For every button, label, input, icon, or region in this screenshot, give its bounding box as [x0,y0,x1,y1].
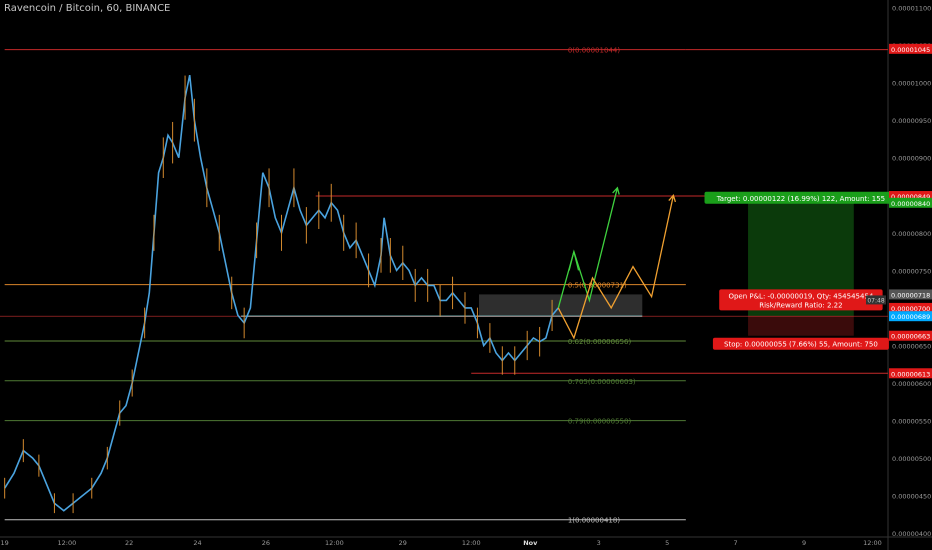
x-tick-label: 24 [193,539,201,547]
x-tick-label: 12:00 [462,539,481,547]
x-tick-label: 7 [734,539,738,547]
price-axis-badge [889,191,932,202]
stop-label-bg [712,337,889,350]
x-tick-label: 26 [262,539,270,547]
x-tick-label: 22 [125,539,133,547]
x-tick-label: 3 [597,539,601,547]
y-tick-label: 0.00001000 [892,80,931,88]
x-tick-label: 19 [1,539,9,547]
x-tick-label: 29 [399,539,407,547]
stop-label: Stop: 0.00000055 (7.66%) 55, Amount: 750 [712,337,889,350]
y-tick-label: 0.00000400 [892,530,931,538]
target-label: Target: 0.00000122 (16.99%) 122, Amount:… [704,191,898,204]
y-tick-label: 0.00000750 [892,267,931,275]
x-tick-label: 9 [802,539,806,547]
mini-label-text: 07:48 [867,297,884,304]
x-tick-label: 12:00 [58,539,77,547]
price-axis-badge [889,330,932,341]
price-axis-badge-text: 0.00000840 [891,200,930,208]
y-tick-label: 0.00001100 [892,5,931,13]
x-tick-label: 12:00 [325,539,344,547]
fib-level-label: 0(0.00001044) [568,47,620,55]
target-label-bg [704,191,898,204]
mini-label-bg [866,295,886,305]
pl-label-text: Open P&L: -0.00000019, Qty: 454545454 [728,292,873,300]
fib-level-label: 0.62(0.00000656) [568,338,632,346]
price-axis-badge [889,302,932,313]
pl-label-text: Risk/Reward Ratio: 2.22 [759,301,842,309]
stop-label-text: Stop: 0.00000055 (7.66%) 55, Amount: 750 [724,341,878,349]
projection-arrow-orange [557,195,675,340]
pl-label: Open P&L: -0.00000019, Qty: 454545454Ris… [719,289,883,311]
fib-level-label: 0.79(0.00000550) [568,418,632,426]
x-tick-label: 5 [665,539,669,547]
price-axis-badge-text: 0.00000613 [891,370,930,378]
y-tick-label: 0.00000450 [892,493,931,501]
price-axis-badge-text: 0.00000718 [891,291,930,299]
target-label-text: Target: 0.00000122 (16.99%) 122, Amount:… [716,195,885,203]
price-axis-badge-text: 0.00000663 [891,333,930,341]
arrow-head-green-small [568,251,580,271]
price-axis-badge [889,368,932,379]
x-tick-label: 12:00 [863,539,882,547]
y-tick-label: 0.00000600 [892,380,931,388]
price-axis-badge [889,311,932,322]
pl-label-bg [719,289,883,311]
price-axis-badge-text: 0.00000700 [891,305,930,313]
y-tick-label: 0.00000650 [892,342,931,350]
fib-level-label: 1(0.00000418) [568,517,620,525]
symbol-title: Ravencoin / Bitcoin, 60, BINANCE [4,3,171,14]
stop-zone [748,316,854,336]
y-tick-label: 0.00000500 [892,455,931,463]
range-box [478,294,643,317]
arrow-head-orange [668,193,677,203]
price-line [4,74,559,512]
price-axis-badge-text: 0.00001045 [891,46,930,54]
price-axis-badge-text: 0.00000849 [891,193,930,201]
arrow-head-green [612,186,620,195]
x-tick-label: Nov [523,539,538,547]
projection-arrow-green [557,187,619,309]
y-tick-label: 0.00000550 [892,418,931,426]
price-axis-badge [889,43,932,54]
y-tick-label: 0.00000800 [892,230,931,238]
y-tick-label: 0.00000950 [892,117,931,125]
price-axis-badge-text: 0.00000689 [891,313,930,321]
y-tick-label: 0.00000900 [892,155,931,163]
price-axis-badge [889,197,932,208]
price-axis-badge [889,289,932,300]
fib-level-label: 0.705(0.00000603) [568,378,636,386]
